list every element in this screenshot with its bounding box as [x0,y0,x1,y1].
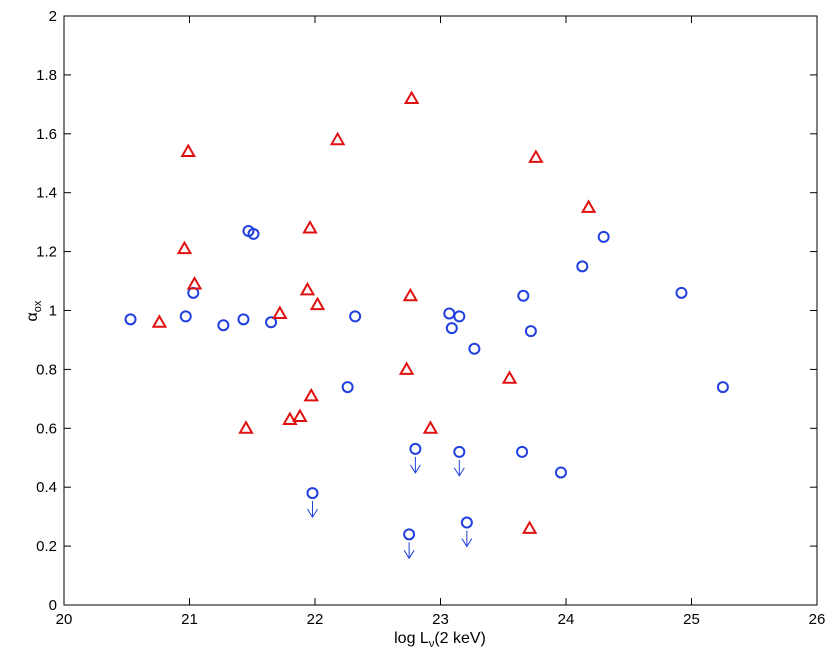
y-tick-label: 0.8 [36,361,57,378]
circle-point [306,487,319,500]
circle-point [179,310,192,323]
triangle-point [521,520,538,534]
circle-point [524,325,537,338]
x-tick-label: 23 [432,611,449,628]
x-axis-label: log Lν(2 keV) [394,630,486,650]
triangle-point [272,305,288,319]
circle-point [409,442,422,455]
triangle-point [303,387,319,402]
upper-limit-arrow-head [409,464,421,474]
circle-point [468,342,481,355]
data-points [124,90,729,560]
y-tick-label: 0.6 [36,420,57,437]
y-tick-label: 1.4 [36,185,57,202]
circle-point [403,528,416,541]
circle-point [341,381,354,394]
circle-point [217,319,230,332]
y-tick-label: 1.2 [36,244,57,261]
circle-point [265,316,278,329]
circle-point [554,466,567,479]
triangle-point [176,240,193,255]
circle-point [460,516,473,529]
triangle-point [398,361,415,375]
circle-point [445,322,458,335]
triangle-point [186,275,203,290]
circle-point [237,313,250,326]
triangle-point [282,411,298,425]
y-tick-label: 1 [49,303,57,320]
triangle-point [302,220,318,234]
y-tick-label: 0.4 [36,479,57,496]
triangle-point [403,90,420,104]
upper-limit-arrow-head [461,538,473,548]
x-tick-label: 21 [181,611,198,628]
upper-limit-arrow-head [453,467,465,477]
plot-area [63,15,818,606]
circle-point [576,260,589,273]
circle-point [349,310,362,323]
triangle-point [422,420,439,434]
x-tick-label: 25 [683,611,700,628]
upper-limit-arrow-head [307,508,318,519]
triangle-point [528,149,544,163]
y-tick-label: 0 [49,597,57,614]
triangle-point [402,287,419,302]
x-tick-label: 24 [558,611,575,628]
triangle-point [501,370,518,384]
y-tick-label: 1.8 [36,67,57,84]
y-axis-label: αox [24,300,44,321]
triangle-point [580,199,597,213]
circle-point [517,289,530,302]
circle-point [247,227,260,240]
triangle-point [151,314,168,328]
circle-point [597,230,610,243]
triangle-point [299,281,316,296]
circle-point [516,445,529,458]
y-tick-label: 0.2 [36,538,57,555]
y-tick-label: 1.6 [36,126,57,143]
x-tick-label: 22 [307,611,324,628]
circle-point [453,310,466,323]
circle-point [716,381,729,394]
triangle-point [180,143,196,157]
x-tick-label: 26 [809,611,826,628]
upper-limit-arrow-head [403,550,415,560]
triangle-point [292,408,308,423]
x-tick-label: 20 [56,611,73,628]
y-tick-label: 2 [49,8,57,25]
triangle-point [329,131,346,146]
circle-point [124,313,137,326]
triangle-point [238,420,254,434]
circle-point [675,286,688,299]
triangle-point [309,296,326,311]
axis-ticks: 20 21 22 23 24 25 26 0 0.2 0.4 0.6 0.8 1 1.2 1.4 1.6 1.8… [36,8,825,628]
circle-point [453,445,466,458]
